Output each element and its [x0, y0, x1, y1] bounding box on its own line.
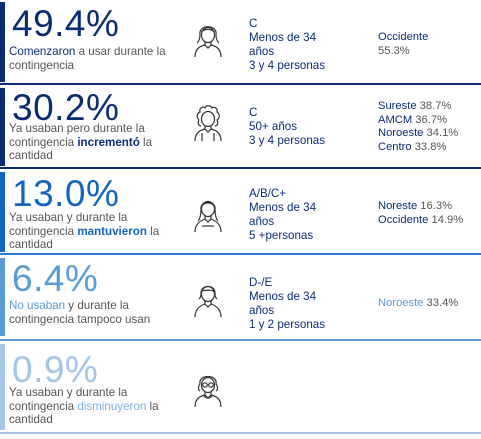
row-divider	[0, 432, 481, 434]
short-hair-woman-icon	[190, 278, 226, 318]
segment-percent: 6.4%	[12, 258, 99, 299]
segment-bar	[0, 172, 5, 252]
segment-bar	[0, 88, 5, 166]
segment-bar	[0, 2, 5, 82]
segment-description: Ya usaban y durante la contingencia mant…	[9, 211, 160, 251]
segment-highlight: Comenzaron	[9, 45, 76, 58]
row-divider	[0, 339, 481, 341]
long-hair-woman-icon	[190, 193, 226, 233]
segment-description: Comenzaron a usar durante la contingenci…	[9, 45, 166, 72]
segment-description: No usaban y durante la contingencia tamp…	[9, 299, 151, 326]
elderly-woman-glasses-icon	[190, 368, 226, 408]
segment-row-2: 30.2% Ya usaban pero durante la continge…	[0, 86, 481, 170]
segment-highlight: No usaban	[9, 299, 66, 312]
segment-highlight: mantuvieron	[77, 224, 147, 238]
row-divider	[0, 83, 481, 85]
segment-highlight: incrementó	[77, 135, 140, 149]
segment-percent: 13.0%	[12, 173, 120, 214]
segment-description: Ya usaban y durante la contingencia dism…	[9, 386, 159, 426]
segment-row-5: 0.9% Ya usaban y durante la contingencia…	[0, 342, 481, 434]
segment-row-1: 49.4% Comenzaron a usar durante la conti…	[0, 0, 481, 86]
segment-row-3: 13.0% Ya usaban y durante la contingenci…	[0, 170, 481, 254]
curly-hair-woman-icon	[190, 102, 226, 142]
segment-percent: 30.2%	[12, 87, 120, 128]
regions: Noroeste 33.4%	[378, 297, 459, 309]
segment-percent: 49.4%	[12, 3, 120, 44]
demographics: C Menos de 34 años 3 y 4 personas	[249, 17, 326, 72]
regions: Occidente 55.3%	[378, 31, 429, 57]
demographics: A/B/C+ Menos de 34 años 5 +personas	[249, 187, 317, 242]
demographics: D-/E Menos de 34 años 1 y 2 personas	[249, 276, 326, 331]
regions: Noreste 16.3% Occidente 14.9%	[378, 200, 464, 226]
segment-description: Ya usaban pero durante la contingencia i…	[9, 122, 153, 162]
regions: Sureste 38.7% AMCM 36.7% Noroeste 34.1% …	[378, 100, 459, 153]
segment-bar	[0, 344, 5, 430]
demographics: C 50+ años 3 y 4 personas	[249, 106, 326, 147]
woman-icon	[190, 18, 226, 58]
segment-row-4: 6.4% No usaban y durante la contingencia…	[0, 256, 481, 340]
segment-percent: 0.9%	[12, 349, 99, 390]
segment-highlight: disminuyeron	[77, 399, 147, 413]
row-divider	[0, 253, 481, 255]
row-divider	[0, 167, 481, 169]
segment-bar	[0, 258, 5, 336]
